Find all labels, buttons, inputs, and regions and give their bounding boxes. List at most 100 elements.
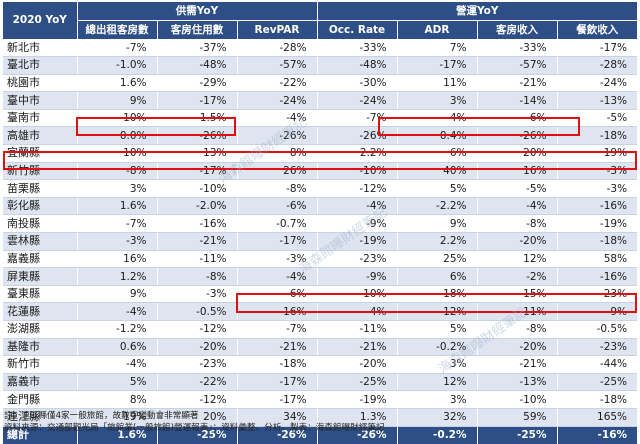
value-cell: -3% [236, 250, 318, 269]
value-cell: -28% [556, 56, 638, 75]
value-cell: -25% [476, 426, 558, 444]
value-cell: 5% [76, 373, 157, 392]
value-cell: -3% [556, 162, 638, 181]
value-cell: -25% [556, 373, 638, 392]
value-cell: -12% [156, 390, 237, 409]
value-cell: -2.2% [396, 197, 478, 216]
supply-group-header: 供需YoY [76, 2, 318, 21]
value-cell: -24% [236, 91, 318, 110]
value-cell: 1.6% [76, 74, 157, 93]
col-header-occ-rate: Occ. Rate [316, 20, 398, 39]
region-cell: 澎湖縣 [3, 320, 77, 339]
yoy-table: 2020 YoY 供需YoY 營運YoY 總出租客房數 客房住用數 RevPAR… [3, 2, 638, 444]
value-cell: -4% [76, 355, 157, 374]
value-cell: 0.6% [76, 338, 157, 357]
table-row: 金門縣 8% -12% -17% -19% 3% -10% -18% [3, 390, 638, 409]
value-cell: -17% [236, 232, 318, 251]
value-cell: 20% [476, 144, 558, 163]
value-cell: 3% [76, 179, 157, 198]
value-cell: 7% [396, 39, 478, 58]
table-row: 苗栗縣 3% -10% -8% -12% 5% -5% -3% [3, 179, 638, 198]
value-cell: 12% [476, 250, 558, 269]
value-cell: -0.2% [396, 426, 478, 444]
value-cell: -8% [236, 179, 318, 198]
value-cell: 0.4% [396, 126, 478, 146]
region-cell: 雲林縣 [3, 232, 77, 251]
value-cell: -7% [236, 320, 318, 339]
value-cell: 4% [396, 109, 478, 128]
value-cell: 16% [236, 302, 318, 321]
value-cell: -19% [316, 232, 398, 251]
table-row: 嘉義縣 16% -11% -3% -23% 25% 12% 58% [3, 250, 638, 269]
value-cell: -4% [236, 109, 318, 128]
value-cell: -3% [156, 285, 237, 304]
value-cell: -0.5% [156, 302, 237, 321]
value-cell: -33% [476, 39, 558, 58]
value-cell: 59% [476, 408, 558, 427]
value-cell: -8% [476, 214, 558, 234]
value-cell: -4% [76, 302, 157, 321]
table-row: 澎湖縣 -1.2% -12% -7% -11% 5% -8% -0.5% [3, 320, 638, 339]
value-cell: 1.6% [76, 197, 157, 216]
value-cell: -26% [316, 126, 398, 146]
ops-group-header: 營運YoY [316, 2, 638, 21]
value-cell: -0.7% [236, 214, 318, 234]
value-cell: 58% [556, 250, 638, 269]
value-cell: -2.0% [156, 197, 237, 216]
region-cell: 嘉義縣 [3, 250, 77, 269]
value-cell: 6% [396, 144, 478, 163]
value-cell: -19% [556, 214, 638, 234]
table-row: 臺東縣 9% -3% 6% -10% 18% 15% 23% [3, 285, 638, 304]
value-cell: -21% [476, 355, 558, 374]
value-cell: -18% [556, 232, 638, 251]
value-cell: -4% [476, 197, 558, 216]
value-cell: 25% [396, 250, 478, 269]
value-cell: 16% [76, 250, 157, 269]
value-cell: -17% [556, 39, 638, 58]
region-cell: 臺南市 [3, 109, 77, 128]
value-cell: 0.0% [76, 126, 157, 146]
footnote-line: 註：連江縣僅4家一般旅館，故數字變動會非常顯著 [4, 411, 199, 421]
yoy-table-container: 2020 YoY 供需YoY 營運YoY 總出租客房數 客房住用數 RevPAR… [3, 2, 638, 444]
source-line: 資料來源：交通部觀光局「旅館業(一般旅館)營運報表」；資料彙整、分析、製表：海森… [4, 423, 385, 433]
value-cell: -8% [476, 320, 558, 339]
value-cell: -48% [156, 56, 237, 75]
value-cell: -37% [156, 39, 237, 58]
table-row: 南投縣 -7% -16% -0.7% -9% 9% -8% -19% [3, 214, 638, 234]
value-cell: 19% [76, 408, 157, 427]
region-cell: 宜蘭縣 [3, 144, 77, 163]
value-cell: 1.2% [76, 267, 157, 286]
value-cell: 19% [556, 144, 638, 163]
value-cell: 20% [156, 408, 237, 427]
value-cell: -10% [156, 179, 237, 198]
region-cell: 臺中市 [3, 91, 77, 110]
value-cell: -24% [316, 91, 398, 110]
region-cell: 新竹市 [3, 355, 77, 374]
value-cell: 11% [396, 74, 478, 93]
value-cell: 15% [476, 285, 558, 304]
value-cell: -29% [156, 74, 237, 93]
value-cell: 6% [476, 109, 558, 128]
value-cell: -25% [316, 373, 398, 392]
value-cell: 40% [396, 162, 478, 181]
region-cell: 基隆市 [3, 338, 77, 357]
value-cell: -17% [156, 91, 237, 110]
value-cell: -10% [476, 390, 558, 409]
value-cell: -21% [156, 232, 237, 251]
value-cell: 3% [396, 390, 478, 409]
value-cell: 26% [236, 162, 318, 181]
value-cell: 13% [156, 144, 237, 163]
value-cell: 8% [76, 390, 157, 409]
value-cell: -7% [76, 214, 157, 234]
value-cell: -8% [76, 162, 157, 181]
region-cell: 苗栗縣 [3, 179, 77, 198]
value-cell: -23% [316, 250, 398, 269]
col-header-fnb-revenue: 餐飲收入 [556, 20, 638, 39]
region-cell: 桃園市 [3, 74, 77, 93]
value-cell: -13% [556, 91, 638, 110]
value-cell: -23% [156, 355, 237, 374]
col-header-room-revenue: 客房收入 [476, 20, 558, 39]
value-cell: 3% [396, 355, 478, 374]
value-cell: 1.3% [316, 408, 398, 427]
table-row: 新竹縣 -8% -17% 26% -10% 40% 16% -3% [3, 162, 638, 181]
